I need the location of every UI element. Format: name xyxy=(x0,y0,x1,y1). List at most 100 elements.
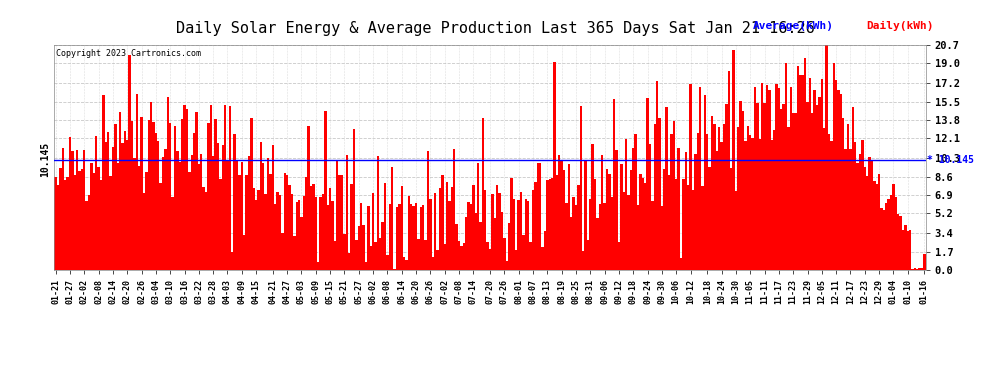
Bar xyxy=(596,217,599,270)
Bar xyxy=(542,247,544,270)
Bar xyxy=(565,202,567,270)
Bar xyxy=(558,154,560,270)
Text: Average(kWh): Average(kWh) xyxy=(752,21,834,31)
Bar xyxy=(611,197,613,270)
Bar xyxy=(849,149,851,270)
Bar xyxy=(181,118,183,270)
Bar xyxy=(535,182,537,270)
Bar xyxy=(828,134,831,270)
Bar xyxy=(66,177,68,270)
Bar xyxy=(262,163,264,270)
Bar xyxy=(532,190,535,270)
Bar xyxy=(448,201,450,270)
Bar xyxy=(701,186,704,270)
Bar xyxy=(599,204,601,270)
Bar xyxy=(866,177,868,270)
Bar xyxy=(838,90,840,270)
Bar xyxy=(348,253,350,270)
Bar xyxy=(364,262,367,270)
Bar xyxy=(346,154,348,270)
Bar xyxy=(618,242,620,270)
Bar xyxy=(148,120,149,270)
Bar xyxy=(339,175,341,270)
Bar xyxy=(298,200,300,270)
Bar xyxy=(352,129,355,270)
Bar xyxy=(648,144,651,270)
Bar xyxy=(897,214,899,270)
Bar xyxy=(555,175,558,270)
Bar xyxy=(78,171,81,270)
Bar xyxy=(114,124,117,270)
Bar xyxy=(303,196,305,270)
Bar xyxy=(682,180,684,270)
Bar xyxy=(899,216,902,270)
Bar xyxy=(508,224,510,270)
Bar xyxy=(902,230,904,270)
Bar xyxy=(765,84,768,270)
Bar xyxy=(544,231,546,270)
Text: Daily(kWh): Daily(kWh) xyxy=(866,21,934,31)
Bar xyxy=(474,213,477,270)
Bar xyxy=(809,78,811,270)
Bar xyxy=(166,97,169,270)
Bar xyxy=(102,95,105,270)
Bar xyxy=(794,113,797,270)
Bar xyxy=(355,240,357,270)
Bar xyxy=(217,142,219,270)
Bar xyxy=(713,124,716,270)
Bar xyxy=(560,160,563,270)
Bar xyxy=(248,156,250,270)
Bar xyxy=(589,199,591,270)
Bar xyxy=(491,194,494,270)
Bar xyxy=(146,172,148,270)
Bar xyxy=(494,218,496,270)
Bar xyxy=(398,204,401,270)
Bar xyxy=(513,200,515,270)
Bar xyxy=(706,134,709,270)
Bar xyxy=(178,162,181,270)
Bar xyxy=(312,184,315,270)
Bar xyxy=(117,164,119,270)
Bar xyxy=(207,123,210,270)
Bar xyxy=(129,55,131,270)
Bar xyxy=(54,177,56,270)
Bar xyxy=(239,175,241,270)
Bar xyxy=(694,154,697,270)
Bar xyxy=(234,134,236,270)
Bar xyxy=(315,196,317,270)
Bar xyxy=(271,144,274,270)
Bar xyxy=(437,249,439,270)
Bar xyxy=(587,240,589,270)
Bar xyxy=(733,50,735,270)
Bar xyxy=(455,224,457,270)
Bar xyxy=(579,106,582,270)
Bar xyxy=(787,128,790,270)
Bar xyxy=(728,70,730,270)
Bar xyxy=(753,87,756,270)
Bar xyxy=(539,164,542,270)
Bar xyxy=(861,140,863,270)
Bar xyxy=(751,138,753,270)
Bar xyxy=(222,145,224,270)
Bar xyxy=(477,162,479,270)
Bar xyxy=(831,141,833,270)
Bar xyxy=(212,156,215,270)
Bar xyxy=(572,197,575,270)
Bar xyxy=(665,107,668,270)
Bar xyxy=(291,194,293,270)
Bar xyxy=(107,132,109,270)
Bar xyxy=(439,188,442,270)
Bar xyxy=(642,178,644,270)
Bar xyxy=(635,134,637,270)
Text: Daily Solar Energy & Average Production Last 365 Days Sat Jan 21 16:26: Daily Solar Energy & Average Production … xyxy=(175,21,815,36)
Bar xyxy=(640,174,642,270)
Bar xyxy=(672,121,675,270)
Bar xyxy=(735,191,738,270)
Bar xyxy=(386,255,389,270)
Bar xyxy=(334,241,336,270)
Bar xyxy=(537,163,539,270)
Bar xyxy=(327,204,329,270)
Bar xyxy=(367,206,369,270)
Bar xyxy=(131,121,134,270)
Bar xyxy=(744,141,746,270)
